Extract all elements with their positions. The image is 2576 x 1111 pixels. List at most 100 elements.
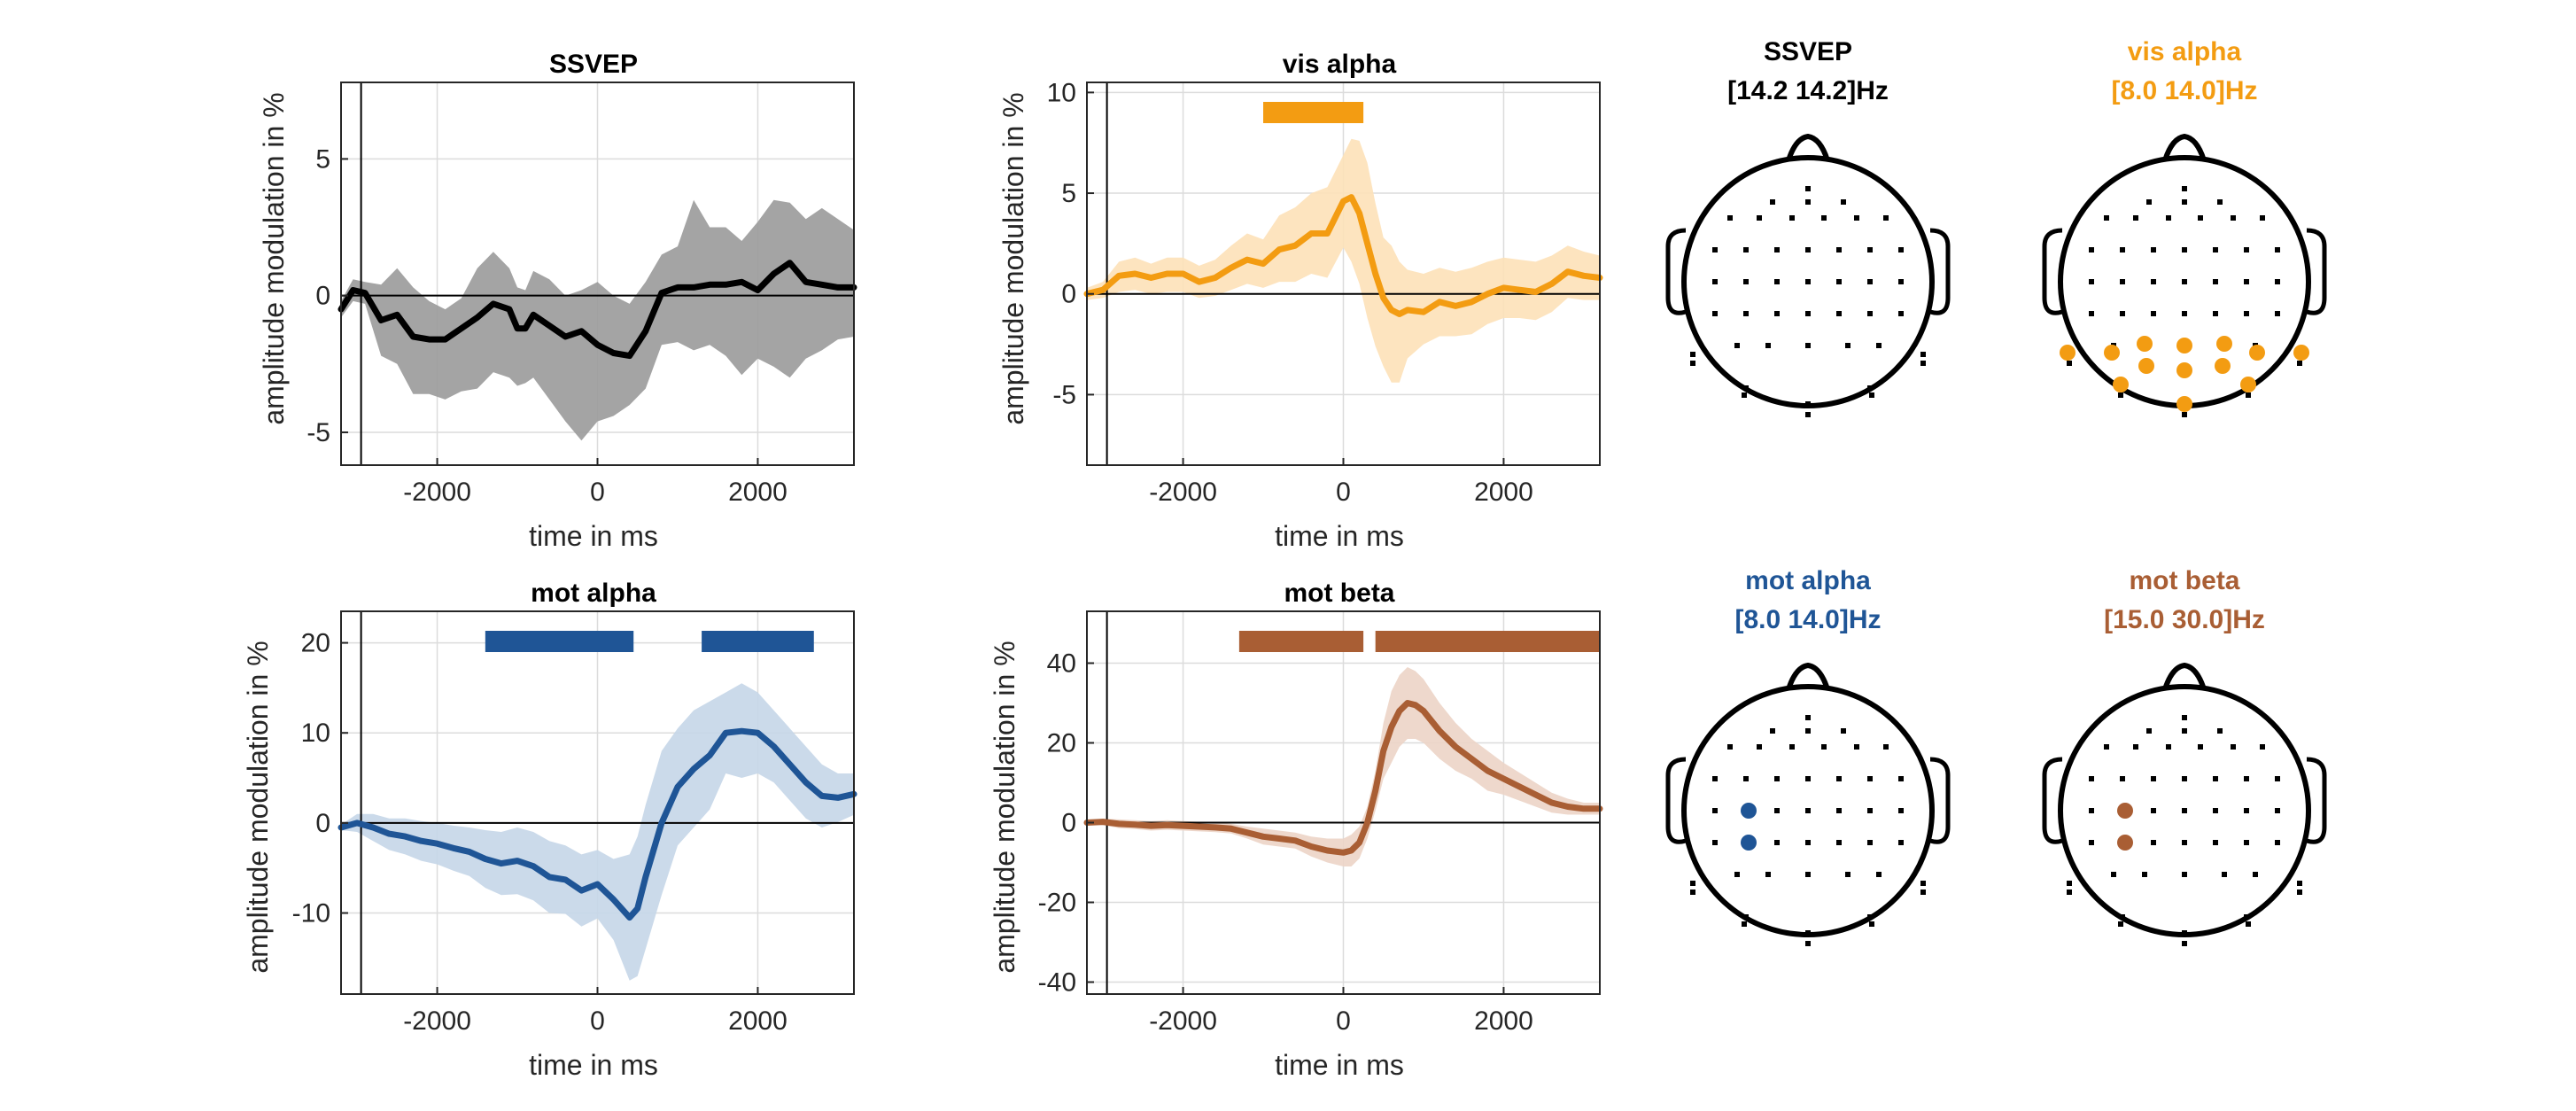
x-tick-label: -2000 — [403, 1006, 471, 1036]
electrode-marker — [2182, 728, 2187, 734]
electrode-marker — [2213, 311, 2218, 316]
electrode-marker — [1712, 247, 1718, 252]
topoplot-title: mot alpha — [1745, 566, 1871, 595]
electrode-marker — [1727, 744, 1733, 750]
electrode-marker — [2275, 311, 2280, 316]
electrode-marker — [2275, 247, 2280, 252]
x-axis-label: time in ms — [1275, 1049, 1404, 1081]
electrode-marker — [1774, 247, 1780, 252]
electrode-marker — [1841, 199, 1846, 205]
electrode-marker — [1789, 744, 1795, 750]
y-tick-label: -10 — [292, 899, 330, 928]
electrode-marker — [1805, 872, 1811, 877]
left-ear-icon — [1665, 757, 1687, 844]
x-axis-label: time in ms — [529, 1049, 658, 1081]
electrode-marker — [1712, 279, 1718, 284]
electrode-marker — [1774, 311, 1780, 316]
left-ear-icon — [1665, 228, 1687, 315]
electrode-marker — [1805, 728, 1811, 734]
electrode-marker — [1898, 808, 1904, 813]
y-tick-label: 40 — [1047, 649, 1076, 679]
electrode-marker — [1883, 215, 1889, 221]
electrode-marker — [2244, 776, 2249, 781]
highlighted-electrode — [2138, 358, 2154, 374]
highlighted-electrode — [2060, 345, 2076, 361]
electrode-marker — [2151, 776, 2156, 781]
x-tick-label: 2000 — [1474, 478, 1533, 507]
electrode-marker — [2146, 199, 2152, 205]
electrode-marker — [2182, 941, 2187, 946]
left-ear-icon — [2042, 228, 2063, 315]
topoplot-frequency: [15.0 30.0]Hz — [2104, 605, 2265, 634]
chart-marks-ssvep: -2000 0 2000 -5 0 5 — [306, 82, 857, 507]
topoplot-vis-alpha: vis alpha [8.0 14.0]Hz — [2042, 37, 2327, 417]
electrode-marker — [2244, 808, 2249, 813]
y-tick-label: -20 — [1038, 889, 1076, 918]
topoplot-ssvep: SSVEP [14.2 14.2]Hz — [1665, 37, 1951, 417]
y-tick-label: 20 — [301, 629, 330, 658]
electrode-marker — [1805, 199, 1811, 205]
electrode-marker — [1841, 728, 1846, 734]
electrode-marker — [1805, 840, 1811, 845]
electrode-marker — [1867, 247, 1873, 252]
y-tick-label: 10 — [301, 719, 330, 748]
electrode-marker — [1836, 776, 1842, 781]
electrode-marker — [2231, 215, 2236, 221]
electrode-marker — [1757, 744, 1762, 750]
electrode-marker — [1734, 872, 1740, 877]
electrode-marker — [1743, 311, 1749, 316]
electrode-marker — [1805, 343, 1811, 348]
electrode-marker — [2089, 311, 2094, 316]
highlighted-electrode — [2240, 377, 2256, 392]
electrode-marker — [2182, 872, 2187, 877]
right-ear-icon — [1929, 228, 1951, 315]
electrode-marker — [1774, 279, 1780, 284]
electrode-marker — [2297, 361, 2302, 366]
electrode-marker — [2217, 728, 2223, 734]
electrode-marker — [1743, 914, 1749, 920]
chart-marks-vis-alpha: -2000 0 2000 -5 0 5 10 — [1047, 78, 1603, 507]
electrode-marker — [1867, 914, 1873, 920]
electrode-marker — [2246, 921, 2251, 927]
electrode-marker — [1898, 279, 1904, 284]
electrode-marker — [1743, 776, 1749, 781]
electrode-marker — [2182, 311, 2187, 316]
electrode-marker — [2246, 392, 2251, 398]
electrode-marker — [2213, 247, 2218, 252]
topoplot-title: mot beta — [2129, 566, 2239, 595]
highlighted-electrode — [2117, 803, 2133, 819]
mean-line — [1083, 194, 1603, 317]
electrode-marker — [1805, 776, 1811, 781]
electrode-marker — [2151, 247, 2156, 252]
electrode-marker — [1867, 840, 1873, 845]
x-tick-label: 0 — [590, 478, 605, 507]
confidence-band — [341, 199, 854, 441]
y-axis-label: amplitude modulation in % — [989, 641, 1020, 973]
x-tick-label: -2000 — [1149, 1006, 1217, 1036]
highlighted-electrode — [2176, 338, 2192, 354]
highlighted-electrode — [2176, 362, 2192, 378]
electrode-marker — [2217, 199, 2223, 205]
chart-title: mot alpha — [531, 579, 656, 608]
electrode-marker — [1867, 311, 1873, 316]
chart-title: mot beta — [1284, 579, 1394, 608]
electrode-marker — [1920, 361, 1926, 366]
y-tick-label: 0 — [315, 282, 330, 311]
electrode-marker — [2182, 930, 2187, 936]
confidence-band — [1087, 667, 1600, 866]
electrode-marker — [2253, 872, 2258, 877]
confidence-band — [1087, 138, 1600, 383]
electrode-marker — [2260, 744, 2265, 750]
electrode-marker — [2120, 247, 2125, 252]
electrode-marker — [2182, 808, 2187, 813]
electrode-marker — [1898, 311, 1904, 316]
electrode-marker — [1774, 808, 1780, 813]
chart-marks-mot-alpha: -2000 0 2000 -10 0 10 20 — [292, 610, 857, 1036]
electrode-marker — [2151, 311, 2156, 316]
electrode-marker — [2133, 744, 2138, 750]
electrode-marker — [1867, 385, 1873, 391]
electrode-marker — [2142, 872, 2147, 877]
electrode-marker — [1845, 343, 1851, 348]
x-tick-label: 0 — [590, 1006, 605, 1036]
electrode-marker — [2213, 808, 2218, 813]
